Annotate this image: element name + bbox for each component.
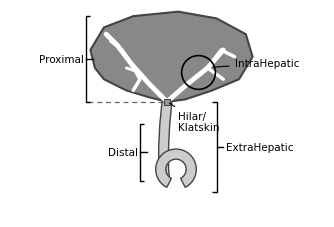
Text: Proximal: Proximal — [39, 55, 84, 65]
Polygon shape — [156, 149, 196, 188]
Text: IntraHepatic: IntraHepatic — [213, 59, 299, 69]
Polygon shape — [159, 102, 172, 181]
Text: Distal: Distal — [108, 148, 138, 158]
Polygon shape — [91, 12, 253, 102]
Text: ExtraHepatic: ExtraHepatic — [225, 142, 293, 152]
Text: Hilar/
Klatskin: Hilar/ Klatskin — [169, 104, 220, 133]
